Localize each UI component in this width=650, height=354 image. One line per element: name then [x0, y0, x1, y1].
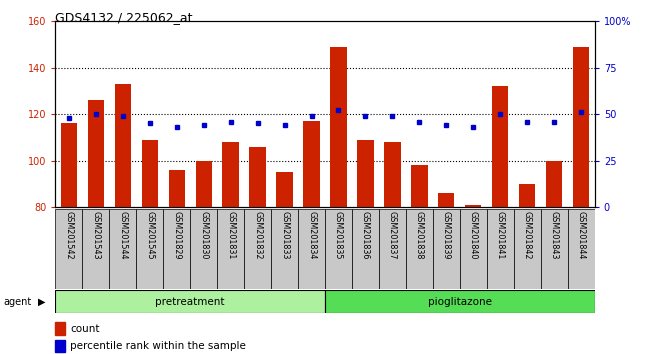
Text: GSM201831: GSM201831	[226, 211, 235, 259]
Bar	[573, 47, 590, 207]
Bar	[325, 290, 595, 313]
Bar	[541, 209, 568, 289]
Bar	[411, 165, 428, 207]
Bar	[433, 209, 460, 289]
Text: GSM201834: GSM201834	[307, 211, 316, 259]
Bar	[55, 322, 65, 335]
Text: GSM201830: GSM201830	[199, 211, 208, 259]
Bar	[465, 205, 482, 207]
Text: count: count	[70, 324, 100, 333]
Text: GSM201837: GSM201837	[388, 211, 397, 260]
Bar	[60, 124, 77, 207]
Text: GSM201843: GSM201843	[550, 211, 559, 259]
Bar	[114, 84, 131, 207]
Bar	[82, 209, 109, 289]
Bar	[142, 140, 158, 207]
Text: pioglitazone: pioglitazone	[428, 297, 492, 307]
Text: GSM201844: GSM201844	[577, 211, 586, 259]
Bar	[109, 209, 136, 289]
Bar	[352, 209, 379, 289]
Text: GSM201840: GSM201840	[469, 211, 478, 259]
Text: GSM201836: GSM201836	[361, 211, 370, 259]
Bar	[406, 209, 433, 289]
Bar	[271, 209, 298, 289]
Bar	[304, 121, 320, 207]
Text: GSM201841: GSM201841	[496, 211, 505, 259]
Bar	[379, 209, 406, 289]
Bar	[136, 209, 163, 289]
Bar	[55, 290, 325, 313]
Text: GSM201839: GSM201839	[442, 211, 451, 260]
Bar	[88, 100, 104, 207]
Bar	[568, 209, 595, 289]
Bar	[460, 209, 487, 289]
Bar	[196, 161, 212, 207]
Bar	[222, 142, 239, 207]
Text: GDS4132 / 225062_at: GDS4132 / 225062_at	[55, 11, 193, 24]
Bar	[163, 209, 190, 289]
Text: GSM201545: GSM201545	[145, 211, 154, 260]
Bar	[519, 184, 536, 207]
Bar	[384, 142, 400, 207]
Text: GSM201829: GSM201829	[172, 211, 181, 260]
Bar	[546, 161, 562, 207]
Text: GSM201835: GSM201835	[334, 211, 343, 260]
Bar	[298, 209, 325, 289]
Bar	[244, 209, 271, 289]
Bar	[168, 170, 185, 207]
Bar	[492, 86, 508, 207]
Text: GSM201842: GSM201842	[523, 211, 532, 260]
Text: ▶: ▶	[38, 297, 46, 307]
Text: GSM201838: GSM201838	[415, 211, 424, 259]
Text: GSM201543: GSM201543	[91, 211, 100, 260]
Bar	[325, 209, 352, 289]
Bar	[250, 147, 266, 207]
Text: pretreatment: pretreatment	[155, 297, 225, 307]
Text: agent: agent	[3, 297, 31, 307]
Bar	[514, 209, 541, 289]
Bar	[487, 209, 514, 289]
Bar	[330, 47, 346, 207]
Bar	[438, 193, 454, 207]
Bar	[217, 209, 244, 289]
Text: percentile rank within the sample: percentile rank within the sample	[70, 341, 246, 351]
Bar	[55, 340, 65, 352]
Text: GSM201544: GSM201544	[118, 211, 127, 260]
Text: GSM201542: GSM201542	[64, 211, 73, 260]
Bar	[55, 209, 83, 289]
Text: GSM201832: GSM201832	[253, 211, 262, 260]
Bar	[190, 209, 217, 289]
Bar	[276, 172, 292, 207]
Text: GSM201833: GSM201833	[280, 211, 289, 259]
Bar	[358, 140, 374, 207]
